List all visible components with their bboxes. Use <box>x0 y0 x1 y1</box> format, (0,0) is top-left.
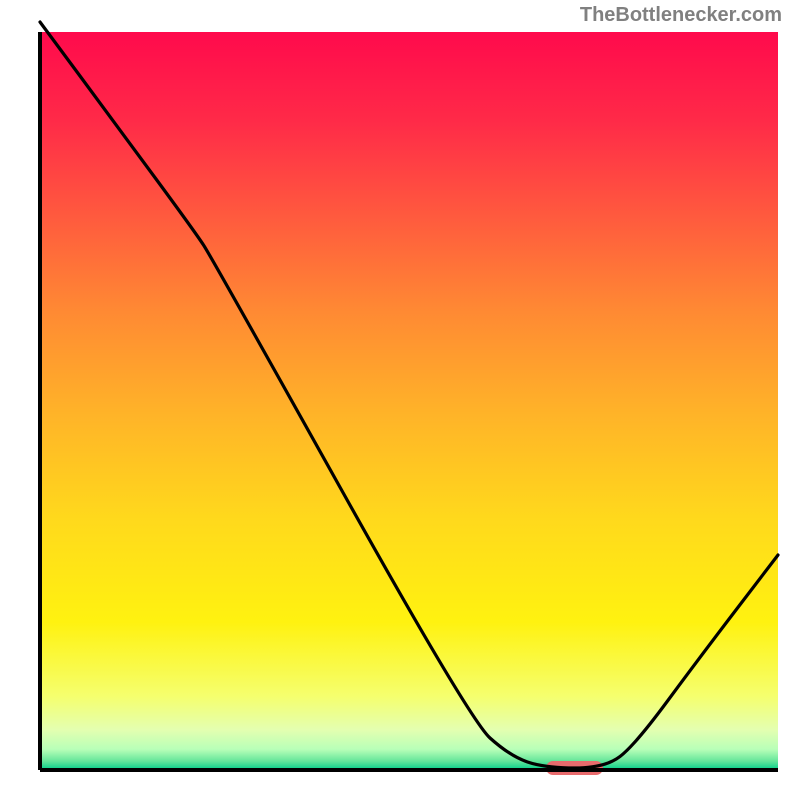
bottleneck-curve-chart <box>0 0 800 800</box>
watermark-text: TheBottlenecker.com <box>580 4 782 27</box>
plot-background <box>40 32 778 770</box>
chart-container: TheBottlenecker.com <box>0 0 800 800</box>
